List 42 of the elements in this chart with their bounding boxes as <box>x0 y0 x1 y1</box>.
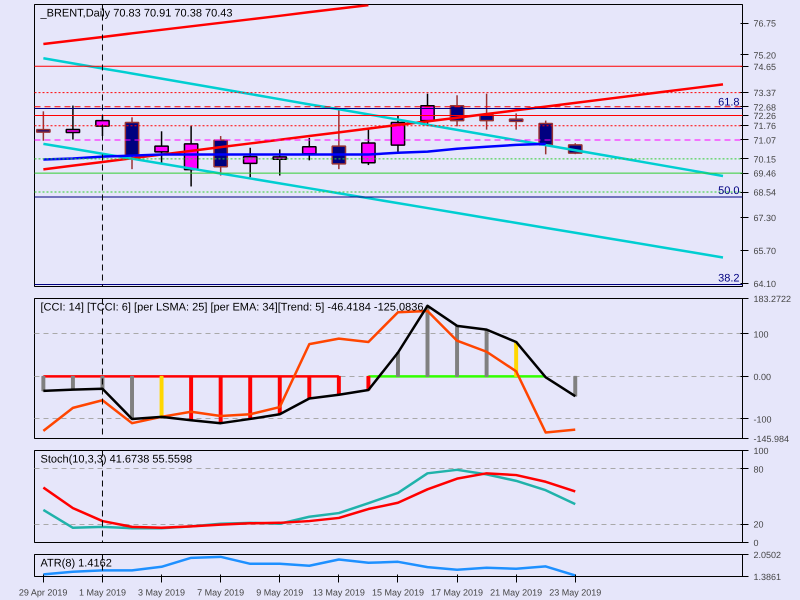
y-tick-label: 74.65 <box>754 62 776 72</box>
x-tick-label: 3 May 2019 <box>138 588 186 598</box>
y-tick-label: 72.68 <box>754 102 776 112</box>
x-tick-label: 15 May 2019 <box>372 588 424 598</box>
y-tick-label: 68.54 <box>754 188 776 198</box>
x-tick-label: 17 May 2019 <box>431 588 484 598</box>
y-tick-label: 100 <box>754 446 769 456</box>
x-tick-label: 21 May 2019 <box>490 588 542 598</box>
y-tick-label: 20 <box>754 520 764 530</box>
y-tick-label: 71.07 <box>754 135 776 146</box>
y-tick-label: 65.70 <box>754 246 776 256</box>
y-tick-label: 0 <box>754 538 759 548</box>
x-tick-label: 13 May 2019 <box>312 588 365 598</box>
x-tick-label: 1 May 2019 <box>78 588 126 598</box>
x-tick-label: 23 May 2019 <box>549 588 602 598</box>
chart-title: [CCI: 14] [TCCI: 6] [per LSMA: 25] [per EMA: 34][Trend: 5] -46.4184 -125.0836 <box>40 302 424 314</box>
y-tick-label: 75.20 <box>754 50 776 60</box>
y-tick-label: 0.00 <box>754 372 772 382</box>
y-tick-label: 2.0502 <box>754 550 782 560</box>
y-tick-label: 1.3861 <box>754 572 782 582</box>
y-tick-label: 70.15 <box>754 154 776 164</box>
y-tick-label: 69.46 <box>754 168 776 179</box>
x-tick-label: 7 May 2019 <box>197 588 244 598</box>
chart-title: Stoch(10,3,3) 41.6738 55.5598 <box>40 454 192 466</box>
y-tick-label: 183.2722 <box>754 294 792 304</box>
annotation: 61.8 <box>718 96 740 108</box>
x-tick-label: 9 May 2019 <box>256 588 304 598</box>
annotation: 38.2 <box>718 272 740 284</box>
annotation: 50.0 <box>718 184 740 197</box>
y-tick-label: 72.26 <box>754 110 776 121</box>
chart-title: ATR(8) 1.4162 <box>40 558 112 570</box>
y-tick-label: 73.37 <box>754 88 776 98</box>
y-tick-label: 76.75 <box>754 18 776 29</box>
y-tick-label: 71.76 <box>754 121 776 132</box>
y-tick-label: -145.984 <box>754 434 790 444</box>
chart-title: _BRENT,Daily 70.83 70.91 70.38 70.43 <box>40 8 233 20</box>
y-tick-label: -100 <box>754 414 772 424</box>
x-tick-label: 29 Apr 2019 <box>18 588 68 598</box>
y-tick-label: 64.10 <box>754 278 776 289</box>
y-tick-label: 100 <box>754 329 769 340</box>
y-tick-label: 67.30 <box>754 213 776 224</box>
y-tick-label: 80 <box>754 464 764 474</box>
